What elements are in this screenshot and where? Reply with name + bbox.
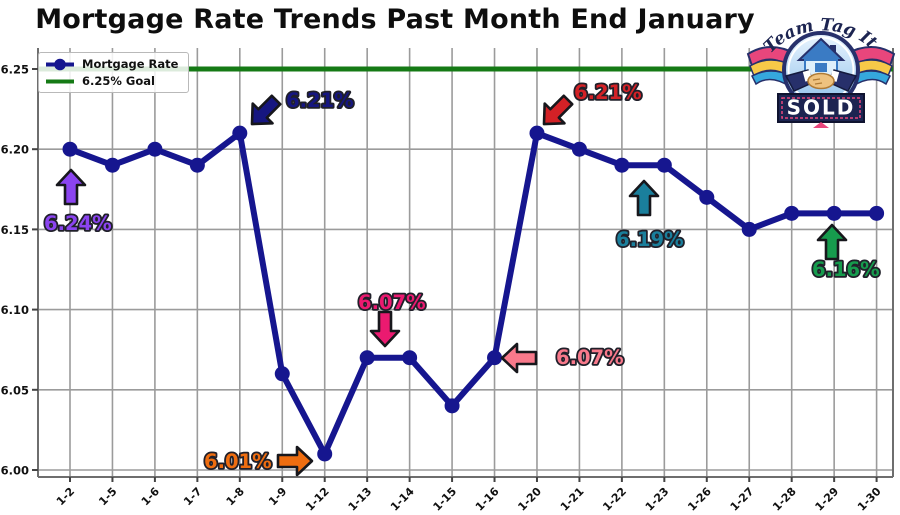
x-tick-label: 1-20 bbox=[515, 485, 544, 514]
house-icon bbox=[796, 37, 846, 78]
x-tick-label: 1-30 bbox=[855, 485, 884, 514]
down-arrow-icon bbox=[369, 310, 401, 348]
data-point-1-29 bbox=[826, 205, 842, 221]
data-point-1-23 bbox=[656, 157, 672, 173]
annotation-label: 6.19% bbox=[616, 228, 684, 251]
up-arrow-icon bbox=[816, 223, 848, 261]
data-point-1-6 bbox=[147, 141, 163, 157]
x-tick-label: 1-2 bbox=[54, 485, 77, 508]
sold-text: SOLD bbox=[787, 96, 856, 120]
x-tick-label: 1-7 bbox=[181, 485, 204, 508]
down-left-arrow-icon bbox=[542, 94, 574, 126]
data-point-1-8 bbox=[232, 125, 248, 141]
data-point-1-12 bbox=[317, 446, 333, 462]
annotation-label: 6.24% bbox=[44, 212, 112, 235]
data-point-1-9 bbox=[274, 366, 290, 382]
x-tick-label: 1-8 bbox=[224, 485, 247, 508]
data-point-1-21 bbox=[571, 141, 587, 157]
sold-banner: SOLD bbox=[777, 93, 865, 128]
y-tick-label: 6.15 bbox=[1, 223, 29, 237]
x-tick-label: 1-23 bbox=[643, 485, 672, 514]
x-tick-label: 1-12 bbox=[303, 485, 332, 514]
x-tick-label: 1-6 bbox=[139, 485, 162, 508]
x-tick-label: 1-14 bbox=[388, 485, 417, 514]
x-tick-label: 1-9 bbox=[266, 485, 289, 508]
y-tick-label: 6.05 bbox=[1, 383, 29, 397]
annotation-label: 6.16% bbox=[812, 258, 880, 281]
data-point-1-16 bbox=[487, 350, 503, 366]
annotation-label: 6.21% bbox=[286, 89, 354, 112]
right-arrow-icon bbox=[276, 445, 314, 477]
annotation-label: 6.07% bbox=[556, 346, 624, 369]
x-tick-label: 1-26 bbox=[685, 485, 714, 514]
annotation-label: 6.21% bbox=[574, 81, 642, 104]
mortgage-rate-line bbox=[67, 130, 880, 457]
data-point-1-7 bbox=[189, 157, 205, 173]
x-tick-label: 1-16 bbox=[473, 485, 502, 514]
legend: Mortgage Rate 6.25% Goal bbox=[38, 52, 190, 93]
legend-item: Mortgage Rate bbox=[45, 56, 178, 72]
chart-title: Mortgage Rate Trends Past Month End Janu… bbox=[35, 4, 755, 35]
x-tick-label: 1-13 bbox=[346, 485, 375, 514]
annotation-label: 6.01% bbox=[204, 450, 272, 473]
up-arrow-icon bbox=[628, 179, 660, 217]
data-point-1-13 bbox=[359, 350, 375, 366]
annotation-label: 6.07% bbox=[358, 291, 426, 314]
x-tick-label: 1-27 bbox=[728, 485, 757, 514]
x-tick-label: 1-15 bbox=[431, 485, 460, 514]
up-arrow-icon bbox=[55, 168, 87, 206]
data-point-1-28 bbox=[784, 205, 800, 221]
y-tick-label: 6.20 bbox=[1, 143, 29, 157]
data-point-1-20 bbox=[529, 125, 545, 141]
data-point-1-30 bbox=[869, 205, 885, 221]
data-point-1-2 bbox=[62, 141, 78, 157]
legend-item: 6.25% Goal bbox=[45, 73, 178, 89]
x-tick-label: 1-21 bbox=[558, 485, 587, 514]
team-tag-it-sold-logo: SOLD Team Tag It bbox=[747, 15, 895, 128]
legend-swatch-icon bbox=[46, 58, 74, 70]
data-point-1-15 bbox=[444, 398, 460, 414]
down-left-arrow-icon bbox=[250, 94, 282, 126]
data-point-1-26 bbox=[699, 189, 715, 205]
x-tick-label: 1-22 bbox=[600, 485, 629, 514]
legend-label: 6.25% Goal bbox=[82, 74, 155, 88]
handshake-icon bbox=[784, 69, 858, 92]
data-point-1-27 bbox=[741, 221, 757, 237]
data-point-1-14 bbox=[402, 350, 418, 366]
y-tick-label: 6.25 bbox=[1, 63, 29, 77]
x-tick-label: 1-28 bbox=[770, 485, 799, 514]
x-tick-label: 1-29 bbox=[813, 485, 842, 514]
legend-swatch-icon bbox=[46, 79, 74, 83]
data-point-1-22 bbox=[614, 157, 630, 173]
x-tick-label: 1-5 bbox=[96, 485, 119, 508]
left-arrow-icon bbox=[500, 342, 538, 374]
y-tick-label: 6.00 bbox=[1, 464, 29, 478]
y-tick-label: 6.10 bbox=[1, 303, 29, 317]
legend-label: Mortgage Rate bbox=[82, 57, 179, 71]
data-point-1-5 bbox=[104, 157, 120, 173]
